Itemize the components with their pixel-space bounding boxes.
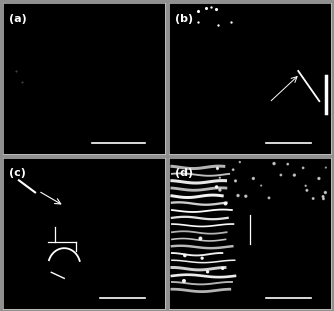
Point [259,183,264,188]
Point [181,278,187,283]
Point [216,22,221,27]
Point [304,188,310,193]
Point [208,5,213,10]
Point [195,8,200,13]
Point [323,190,328,195]
Point [217,188,223,193]
Point [285,162,291,167]
Point [233,179,238,183]
Point [195,20,201,25]
Point [220,266,225,271]
Text: (a): (a) [9,14,27,24]
Point [217,175,222,180]
Point [303,183,308,188]
Text: (b): (b) [175,14,193,24]
Point [203,5,209,10]
Point [320,194,326,199]
Point [251,176,256,181]
Point [272,161,277,166]
Text: (c): (c) [9,168,26,178]
Point [243,194,248,199]
Point [311,196,316,201]
Point [182,253,187,258]
Point [323,165,329,170]
Point [230,167,236,172]
Point [278,173,284,178]
Point [199,256,205,261]
Point [19,79,25,84]
Point [198,236,203,241]
Point [13,68,18,73]
Point [301,165,306,170]
Point [316,176,322,181]
Point [235,193,241,198]
Point [214,184,219,189]
Point [321,196,326,201]
Point [237,160,242,165]
Point [228,20,233,25]
Point [266,195,272,200]
Point [205,269,210,274]
Text: (d): (d) [175,168,193,178]
Point [213,7,218,12]
Point [292,173,297,178]
Point [215,165,220,170]
Point [215,166,220,171]
Point [223,201,228,206]
